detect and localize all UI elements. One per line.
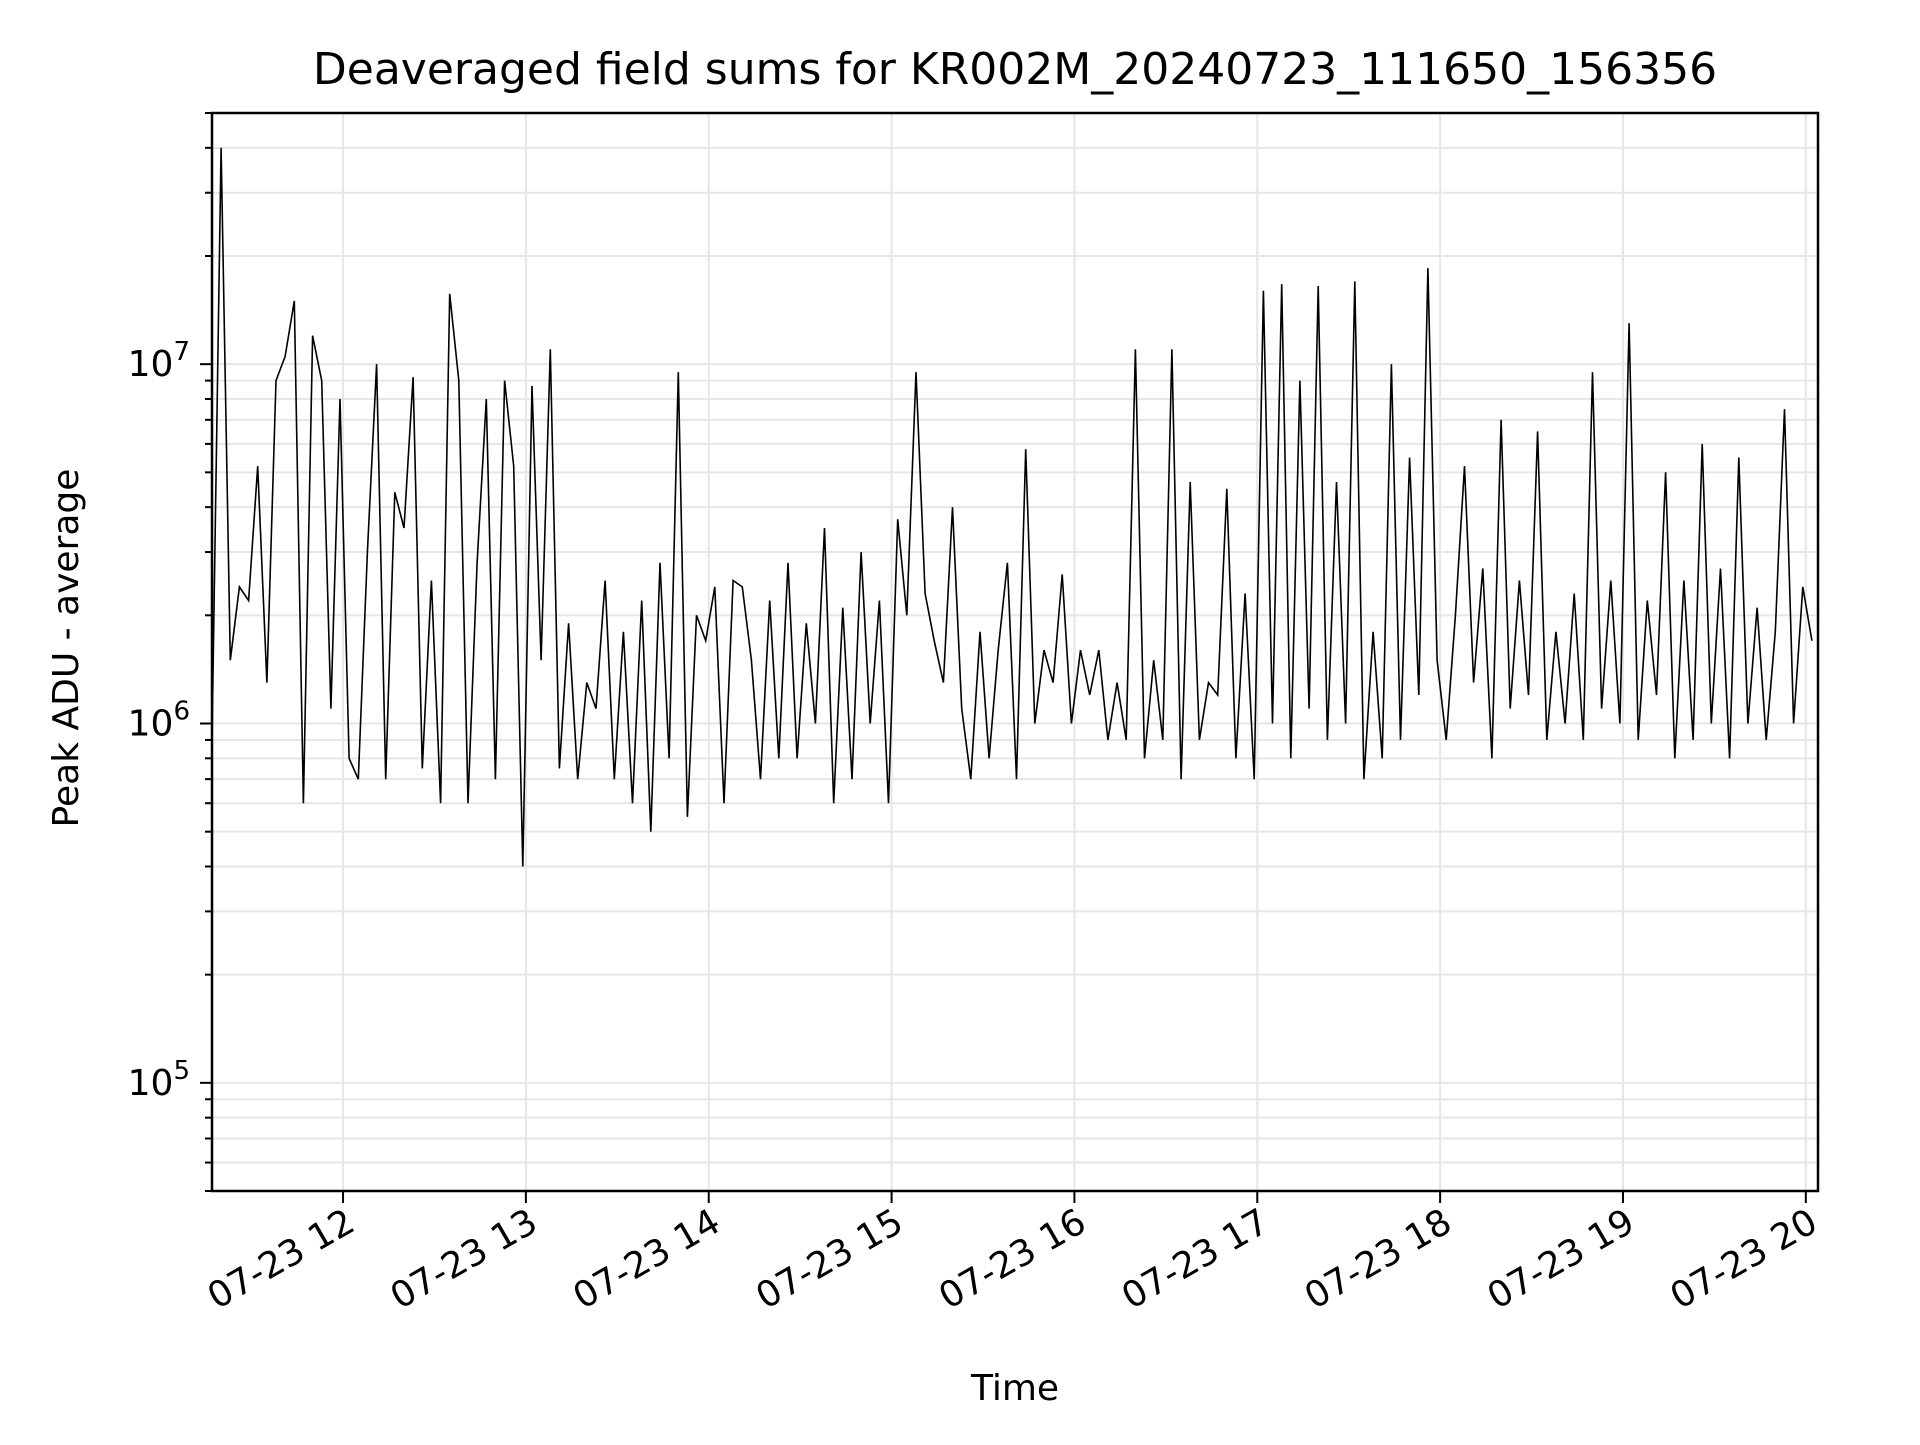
y-tick-label: 105	[128, 1056, 190, 1104]
x-axis-label: Time	[970, 1368, 1059, 1409]
series-line-0	[211, 147, 1813, 867]
plot-frame	[210, 111, 1820, 1193]
y-axis-label: Peak ADU - average	[46, 469, 87, 828]
y-tick-label: 107	[128, 337, 190, 385]
chart-title: Deaveraged field sums for KR002M_2024072…	[313, 44, 1717, 95]
grid-layer	[212, 112, 1818, 1192]
series-layer	[211, 147, 1813, 867]
y-tick-label: 106	[128, 696, 190, 744]
